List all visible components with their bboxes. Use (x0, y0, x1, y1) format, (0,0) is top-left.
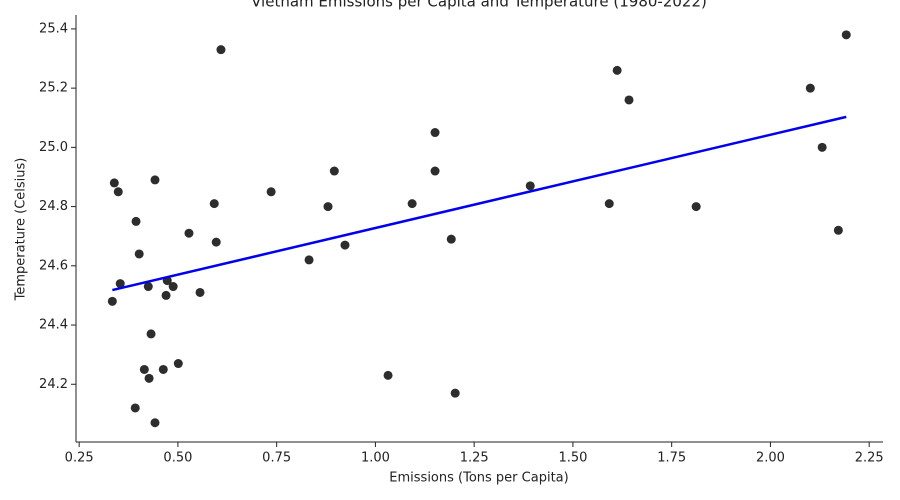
data-point (195, 287, 205, 297)
data-point (383, 370, 393, 380)
data-point (144, 373, 154, 383)
data-point (130, 403, 140, 413)
x-tick-label: 2.00 (756, 451, 785, 466)
data-point (161, 290, 171, 300)
data-point (150, 418, 160, 428)
y-tick-label: 25.2 (39, 81, 68, 96)
data-point (430, 128, 440, 138)
data-point (211, 237, 221, 247)
data-point (109, 178, 119, 188)
data-point (131, 216, 141, 226)
y-tick-label: 24.4 (39, 318, 68, 333)
x-tick-label: 1.75 (657, 451, 686, 466)
data-point (143, 282, 153, 292)
x-tick-label: 1.00 (361, 451, 390, 466)
data-point (134, 249, 144, 259)
x-tick-label: 1.25 (460, 451, 489, 466)
data-point (691, 202, 701, 212)
data-point (833, 225, 843, 235)
data-point (430, 166, 440, 176)
data-point (604, 199, 614, 209)
data-point (340, 240, 350, 250)
data-point (817, 142, 827, 152)
data-point (407, 199, 417, 209)
data-point (146, 329, 156, 339)
y-tick-label: 25.4 (39, 21, 68, 36)
y-tick-label: 24.6 (39, 258, 68, 273)
x-tick-label: 1.50 (558, 451, 587, 466)
data-point (216, 45, 226, 55)
data-point (168, 282, 178, 292)
data-point (115, 279, 125, 289)
trend-line (112, 115, 847, 292)
data-point (323, 202, 333, 212)
data-point (158, 364, 168, 374)
data-point (184, 228, 194, 238)
data-point (139, 364, 149, 374)
data-point (612, 65, 622, 75)
x-tick-label: 0.50 (163, 451, 192, 466)
data-point (525, 181, 535, 191)
data-point (150, 175, 160, 185)
x-tick-label: 0.25 (65, 451, 94, 466)
x-tick-label: 2.25 (855, 451, 884, 466)
data-point (107, 296, 117, 306)
y-axis-label: Temperature (Celsius) (14, 158, 29, 302)
y-tick-label: 24.8 (39, 199, 68, 214)
data-point (266, 187, 276, 197)
x-tick-label: 0.75 (262, 451, 291, 466)
data-point (805, 83, 815, 93)
chart-title: Vietnam Emissions per Capita and Tempera… (251, 0, 707, 11)
data-point (113, 187, 123, 197)
y-tick-label: 25.0 (39, 140, 68, 155)
data-point (446, 234, 456, 244)
x-axis-label: Emissions (Tons per Capita) (389, 471, 568, 486)
data-point (450, 388, 460, 398)
data-point (624, 95, 634, 105)
data-point (841, 30, 851, 40)
data-point (329, 166, 339, 176)
data-point (304, 255, 314, 265)
y-tick-label: 24.2 (39, 377, 68, 392)
data-point (173, 359, 183, 369)
data-point (209, 199, 219, 209)
